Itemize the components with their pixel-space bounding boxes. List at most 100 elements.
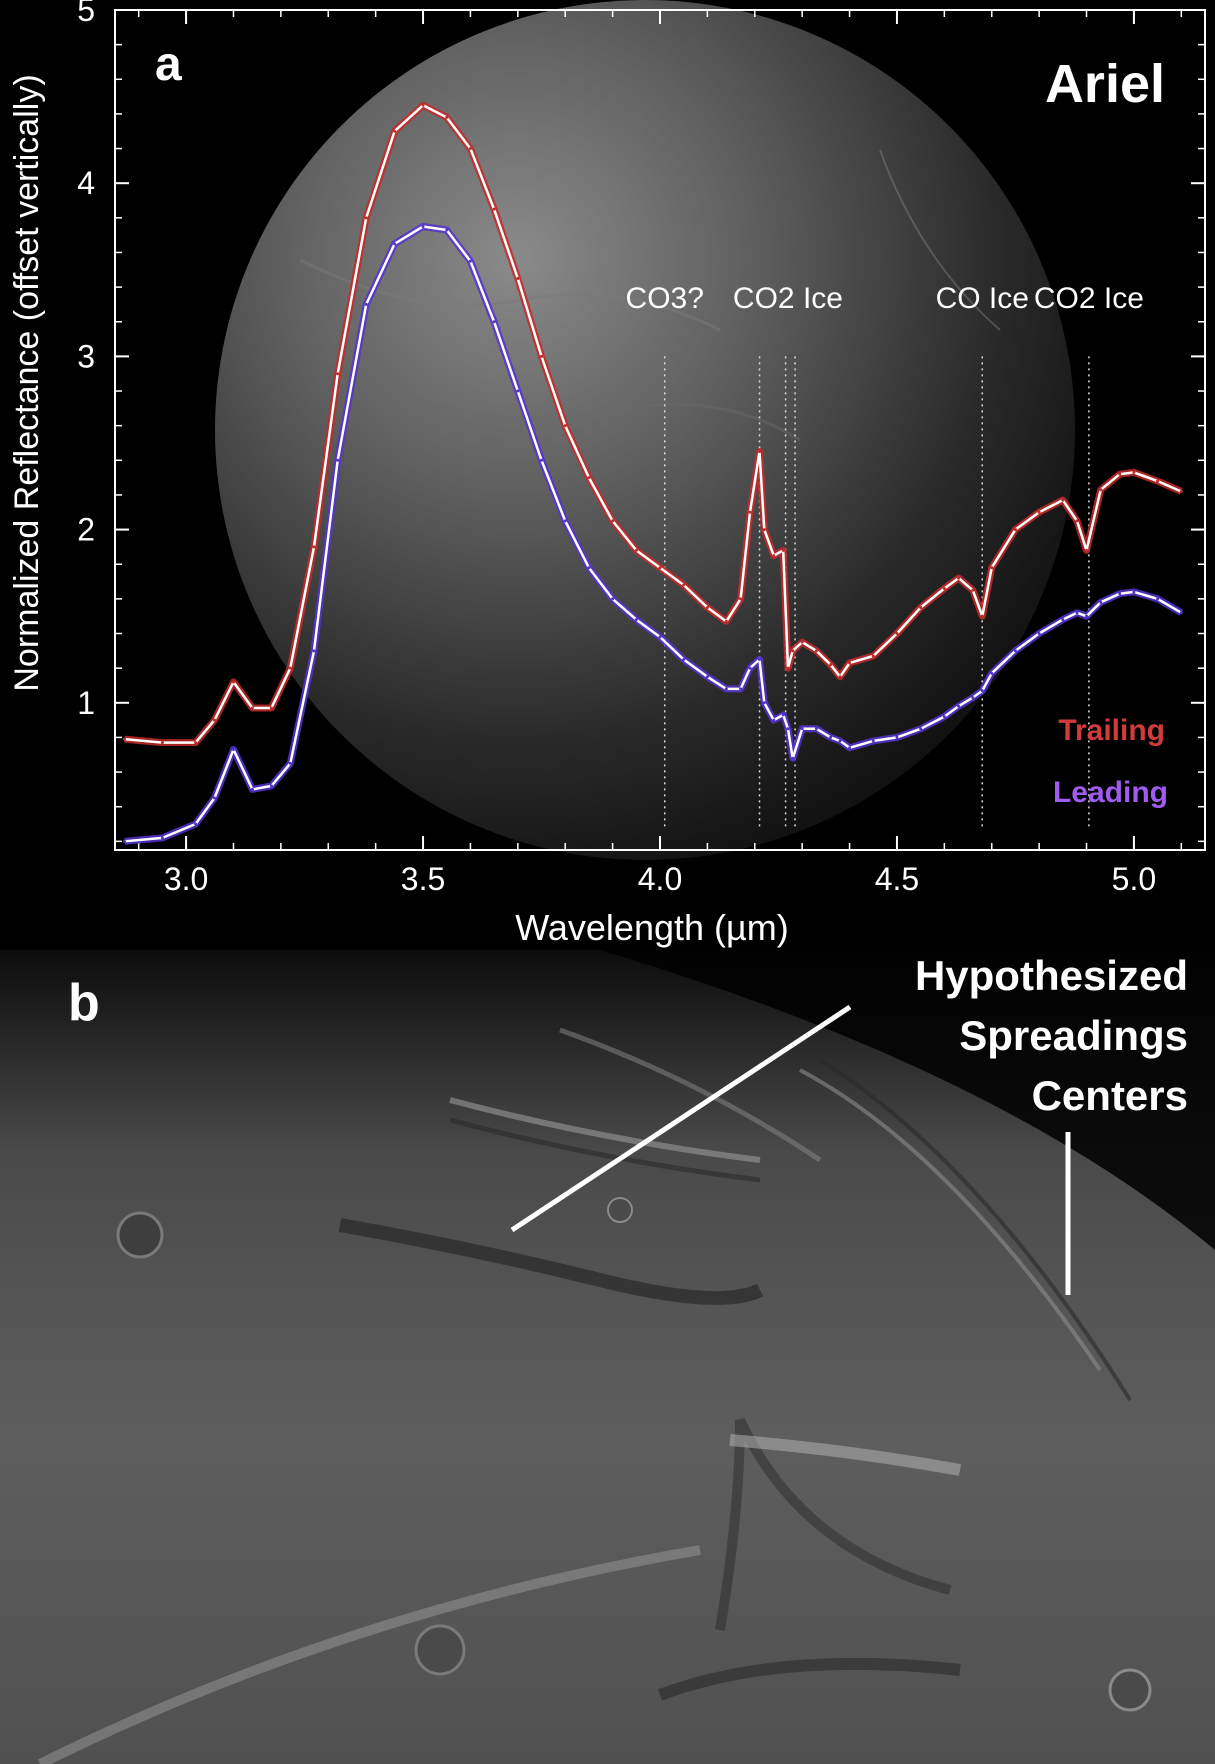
data-point-leading <box>762 701 766 705</box>
data-point-trailing <box>231 680 235 684</box>
data-point-leading <box>1013 649 1017 653</box>
space-background <box>600 950 1215 1250</box>
data-point-trailing <box>748 510 752 514</box>
data-point-trailing <box>1061 498 1065 502</box>
annotation-line-3: Centers <box>1032 1072 1188 1119</box>
surface-ridge <box>818 1058 1132 1402</box>
data-point-leading <box>516 389 520 393</box>
data-point-leading <box>791 756 795 760</box>
data-point-leading <box>1179 611 1183 615</box>
data-point-trailing <box>516 276 520 280</box>
data-point-leading <box>468 259 472 263</box>
data-point-leading <box>312 649 316 653</box>
data-point-leading <box>957 704 961 708</box>
data-point-trailing <box>919 606 923 610</box>
data-point-leading <box>269 784 273 788</box>
data-point-trailing <box>194 741 198 745</box>
data-point-leading <box>942 715 946 719</box>
data-point-trailing <box>772 554 776 558</box>
data-point-trailing <box>871 654 875 658</box>
data-point-trailing <box>942 586 946 590</box>
data-point-trailing <box>1013 528 1017 532</box>
surface-ridge <box>449 1097 761 1163</box>
data-point-trailing <box>563 424 567 428</box>
surface-ridge <box>559 1027 822 1163</box>
data-point-trailing <box>1156 479 1160 483</box>
impact-crater <box>414 1624 466 1676</box>
y-tick-label: 5 <box>77 0 95 28</box>
x-tick-label: 4.0 <box>638 861 682 897</box>
absorption-label: CO2 Ice <box>733 282 843 315</box>
surface-ridge <box>799 1068 1102 1372</box>
data-point-leading <box>739 687 743 691</box>
data-point-trailing <box>634 548 638 552</box>
absorption-labels: CO3? CO2 Ice CO Ice CO2 Ice <box>626 282 1144 315</box>
data-point-trailing <box>758 450 762 454</box>
impact-crater <box>1108 1668 1152 1712</box>
data-point-trailing <box>724 619 728 623</box>
data-point-leading <box>658 635 662 639</box>
impact-crater <box>607 1197 633 1223</box>
data-point-trailing <box>269 706 273 710</box>
y-tick-label: 2 <box>77 512 95 548</box>
data-point-trailing <box>213 718 217 722</box>
data-point-trailing <box>1075 519 1079 523</box>
y-tick-label: 4 <box>77 165 95 201</box>
panel-b-surface-image: b Hypothesized Spreadings Centers <box>0 950 1215 1764</box>
data-point-leading <box>288 761 292 765</box>
legend-trailing: Trailing <box>1058 714 1165 747</box>
x-tick-label: 5.0 <box>1112 861 1156 897</box>
data-point-leading <box>724 687 728 691</box>
data-point-trailing <box>739 597 743 601</box>
ariel-surface-image: b Hypothesized Spreadings Centers <box>0 950 1215 1764</box>
data-point-leading <box>563 519 567 523</box>
data-point-trailing <box>393 129 397 133</box>
data-point-trailing <box>336 372 340 376</box>
data-point-trailing <box>781 548 785 552</box>
data-point-trailing <box>848 661 852 665</box>
data-point-trailing <box>682 583 686 587</box>
chart-series <box>122 101 1184 845</box>
data-point-leading <box>786 727 790 731</box>
data-point-trailing <box>288 666 292 670</box>
data-point-trailing <box>1085 548 1089 552</box>
data-point-leading <box>364 302 368 306</box>
surface-scarp <box>715 1417 952 1631</box>
data-point-trailing <box>250 706 254 710</box>
data-point-leading <box>848 746 852 750</box>
data-point-trailing <box>800 640 804 644</box>
panel-a-spectrum: a Ariel 3.0 3.5 4.0 4.5 5.0 1 2 3 4 5 CO3? CO2 Ice… <box>8 0 1206 948</box>
data-point-trailing <box>791 649 795 653</box>
data-point-trailing <box>160 741 164 745</box>
annotation-pointer <box>510 1004 852 1233</box>
data-point-leading <box>871 739 875 743</box>
data-point-trailing <box>829 663 833 667</box>
data-point-leading <box>1037 632 1041 636</box>
data-point-leading <box>250 787 254 791</box>
data-point-trailing <box>762 528 766 532</box>
moon-surface-feature <box>419 398 801 442</box>
absorption-marker-lines <box>663 356 1090 830</box>
data-point-leading <box>1061 618 1065 622</box>
surface-scarp <box>657 1657 961 1701</box>
data-point-leading <box>393 242 397 246</box>
data-point-trailing <box>1037 510 1041 514</box>
y-axis-label: Normalized Reflectance (offset verticall… <box>8 74 46 691</box>
spectrum-chart: a Ariel 3.0 3.5 4.0 4.5 5.0 1 2 3 4 5 CO3? CO2 Ice… <box>8 0 1206 948</box>
data-point-leading <box>194 822 198 826</box>
data-point-trailing <box>957 576 961 580</box>
data-point-leading <box>634 618 638 622</box>
data-point-leading <box>540 458 544 462</box>
data-point-trailing <box>895 632 899 636</box>
y-tick-label: 1 <box>77 685 95 721</box>
data-point-leading <box>895 735 899 739</box>
data-point-leading <box>1156 597 1160 601</box>
data-point-leading <box>1118 592 1122 596</box>
data-point-leading <box>758 657 762 661</box>
x-tick-label: 3.0 <box>164 861 208 897</box>
data-point-trailing <box>312 545 316 549</box>
ariel-moon-image <box>215 0 1075 860</box>
data-point-leading <box>748 666 752 670</box>
data-point-leading <box>1085 614 1089 618</box>
data-point-leading <box>1075 611 1079 615</box>
